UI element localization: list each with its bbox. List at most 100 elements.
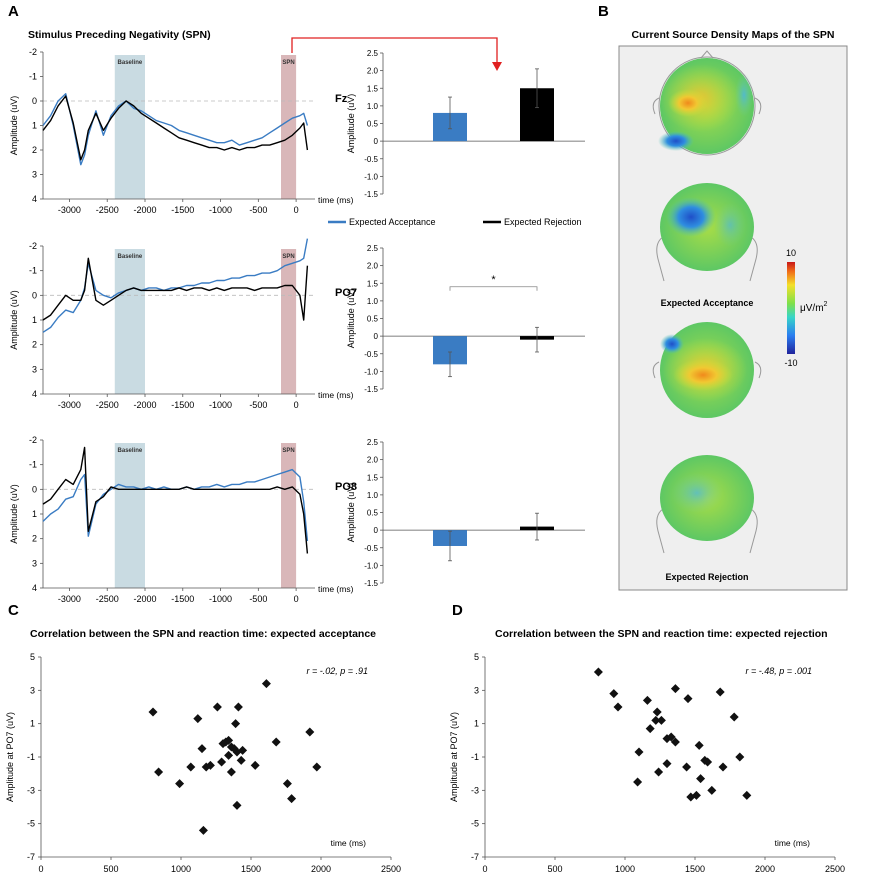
- x-tick-label: 0: [294, 594, 299, 604]
- series-acceptance-line: [42, 468, 309, 542]
- scatter-point: [271, 737, 281, 747]
- scatter-point: [593, 667, 603, 677]
- x-tick-label: -2500: [96, 400, 119, 410]
- x-tick-label: -1000: [209, 594, 232, 604]
- y-axis-label: Amplitude (uV): [9, 96, 19, 156]
- scatter-point: [662, 759, 672, 769]
- y-tick-label: -2: [29, 47, 37, 57]
- csd-map-acceptance-top: [652, 50, 762, 156]
- colorbar-unit: μV/m2: [800, 301, 828, 314]
- scatter-point: [654, 767, 664, 777]
- bar-plot-po8: -1.5 -1.0 -0.5 0 0.5 1.0 1.5 2.0 2.5 Amplitude (u…: [346, 438, 585, 588]
- y-tick-label: -0.5: [364, 544, 378, 553]
- scatter-point: [670, 737, 680, 747]
- scatter-point: [694, 740, 704, 750]
- x-tick-label: 1500: [685, 864, 705, 874]
- series-rejection-line: [42, 446, 309, 554]
- spn-arrow: [291, 37, 498, 64]
- y-tick-label: -1.5: [364, 579, 378, 588]
- scatter-point: [233, 702, 243, 712]
- x-tick-label: -2000: [133, 594, 156, 604]
- y-tick-label: -1.0: [364, 367, 378, 376]
- panel-label-b: B: [598, 3, 609, 20]
- x-tick-label: -2000: [133, 400, 156, 410]
- erp-plot-fz: Baseline SPN -2 -1 0 1 2 3 4 -3000 -2500 -2000 -1500…: [9, 47, 354, 215]
- band-baseline: [114, 249, 145, 394]
- series-acceptance-line: [42, 238, 309, 333]
- scatter-point: [670, 684, 680, 694]
- y-tick-label: 1: [32, 315, 37, 325]
- series-rejection-line: [42, 95, 309, 161]
- y-tick-label: 3: [30, 685, 35, 695]
- scatter-point: [735, 752, 745, 762]
- panel-a-title: Stimulus Preceding Negativity (SPN): [28, 29, 211, 41]
- y-tick-label: -1: [471, 752, 479, 762]
- scatter-point: [696, 774, 706, 784]
- scatter-point: [715, 687, 725, 697]
- x-tick-label: -3000: [58, 594, 81, 604]
- scatter-point: [175, 779, 185, 789]
- scatter-point: [217, 757, 227, 767]
- y-tick-label: -7: [471, 852, 479, 862]
- y-tick-label: -1: [29, 460, 37, 470]
- panel-label-a: A: [8, 3, 19, 20]
- x-axis-label: time (ms): [775, 838, 811, 848]
- channel-label: Fz: [335, 93, 348, 105]
- x-tick-label: 0: [38, 864, 43, 874]
- spn-arrow-head: [492, 62, 502, 71]
- scatter-point: [645, 724, 655, 734]
- bar-plot-fz: -1.5 -1.0 -0.5 0 0.5 1.0 1.5 2.0 2.5 Amplitude (u…: [346, 49, 585, 199]
- y-tick-label: 2: [32, 340, 37, 350]
- colorbar: [787, 262, 795, 354]
- scatter-point: [703, 757, 713, 767]
- band-label: Baseline: [118, 254, 143, 260]
- y-tick-label: 2.5: [367, 49, 379, 58]
- x-tick-label: 0: [294, 400, 299, 410]
- y-tick-label: 1.5: [367, 84, 379, 93]
- y-axis-label: Amplitude (uV): [9, 290, 19, 350]
- x-tick-label: -2500: [96, 594, 119, 604]
- x-tick-label: 500: [103, 864, 118, 874]
- band-baseline: [114, 55, 145, 199]
- y-tick-label: 2.0: [367, 262, 379, 271]
- y-tick-label: 5: [30, 652, 35, 662]
- scatter-point: [609, 689, 619, 699]
- scatter-point: [613, 702, 623, 712]
- channel-label: PO7: [335, 287, 357, 299]
- scatter-point: [148, 707, 158, 717]
- scatter-point: [205, 760, 215, 770]
- x-tick-label: 2500: [381, 864, 401, 874]
- scatter-point: [634, 747, 644, 757]
- scatter-point: [231, 719, 241, 729]
- y-tick-label: 1: [32, 509, 37, 519]
- y-tick-label: 1.0: [367, 297, 379, 306]
- y-tick-label: 4: [32, 583, 37, 593]
- y-tick-label: 1.5: [367, 473, 379, 482]
- band-label: Baseline: [118, 60, 143, 66]
- legend-label-rejection: Expected Rejection: [504, 217, 582, 227]
- significance-bracket: [449, 286, 538, 291]
- y-tick-label: 2.5: [367, 438, 379, 447]
- y-tick-label: -7: [27, 852, 35, 862]
- scatter-point: [232, 800, 242, 810]
- csd-map-rejection-top: [652, 322, 762, 418]
- channel-label: PO8: [335, 481, 357, 493]
- scatter-point: [287, 794, 297, 804]
- scatter-point: [261, 679, 271, 689]
- scatter-point: [642, 695, 652, 705]
- y-tick-label: 2.0: [367, 456, 379, 465]
- x-axis-label: time (ms): [331, 838, 367, 848]
- scatter-point: [224, 750, 234, 760]
- panel-label-d: D: [452, 602, 463, 619]
- y-tick-label: 1: [474, 719, 479, 729]
- x-tick-label: 0: [294, 205, 299, 215]
- csd-map-acceptance-back: [656, 183, 758, 282]
- significance-star: *: [491, 274, 496, 286]
- scatter-point: [236, 755, 246, 765]
- y-tick-label: 4: [32, 389, 37, 399]
- band-spn: [281, 249, 297, 394]
- x-axis-label: time (ms): [318, 195, 354, 205]
- x-tick-label: -2000: [133, 205, 156, 215]
- x-tick-label: 0: [482, 864, 487, 874]
